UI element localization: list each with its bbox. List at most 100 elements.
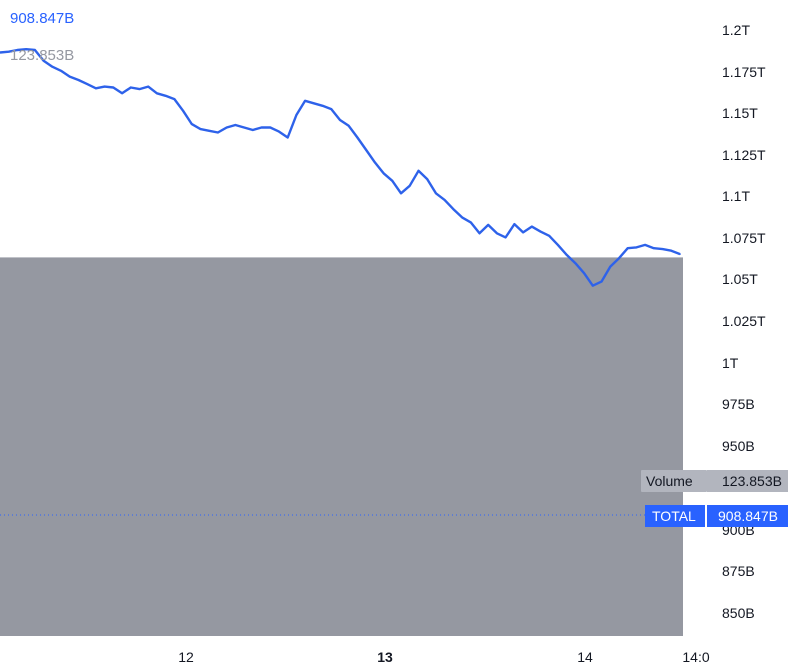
data-point	[199, 128, 202, 130]
data-point	[164, 95, 167, 97]
x-tick-label: 14	[577, 649, 593, 664]
y-tick-label: 1.15T	[722, 105, 758, 121]
data-point	[16, 49, 19, 51]
y-tick-label: 950B	[722, 438, 755, 454]
volume-label-badge	[641, 470, 707, 492]
volume-value: 123.853B	[722, 473, 782, 489]
data-point	[452, 208, 455, 210]
data-point	[478, 232, 481, 235]
y-tick-label: 1.175T	[722, 64, 766, 80]
data-point	[496, 232, 498, 235]
data-point	[635, 246, 638, 249]
data-point	[260, 126, 263, 129]
data-point	[51, 65, 54, 68]
data-point	[461, 216, 463, 219]
y-tick-label: 875B	[722, 563, 755, 579]
data-point	[382, 172, 385, 175]
data-point	[42, 60, 45, 62]
volume-value-badge	[707, 470, 788, 492]
data-point	[95, 87, 97, 90]
data-point	[426, 178, 428, 180]
volume-area	[0, 257, 683, 636]
y-tick-label: 850B	[722, 605, 755, 621]
data-point	[269, 126, 272, 129]
data-point	[321, 105, 324, 107]
data-point	[365, 149, 367, 151]
data-point	[147, 85, 150, 88]
volume-label: Volume	[646, 473, 693, 489]
y-tick-label: 1.025T	[722, 313, 766, 329]
data-point	[243, 126, 245, 129]
data-point	[356, 136, 359, 139]
x-tick-label: 12	[178, 649, 194, 664]
data-point	[504, 236, 507, 239]
data-point	[626, 247, 629, 250]
data-point	[138, 88, 141, 90]
data-point	[252, 129, 254, 131]
data-point	[548, 234, 551, 237]
data-point	[217, 131, 219, 134]
y-tick-label: 1.075T	[722, 230, 766, 246]
data-point	[286, 136, 289, 139]
data-point	[583, 272, 585, 275]
data-point	[644, 244, 646, 246]
data-point	[565, 254, 568, 256]
y-tick-label: 975B	[722, 396, 755, 412]
legend-volume-value: 123.853B	[10, 47, 75, 64]
data-point	[339, 119, 341, 121]
total-label-badge	[645, 505, 705, 527]
legend-total-value: 908.847B	[10, 10, 75, 27]
data-point	[574, 262, 577, 265]
data-point	[391, 179, 394, 182]
data-point	[661, 248, 664, 250]
data-point	[173, 98, 176, 100]
y-tick-label: 1.2T	[722, 22, 750, 38]
data-point	[190, 123, 193, 125]
total-value-badge	[707, 505, 788, 527]
data-point	[234, 124, 237, 126]
data-point	[121, 92, 123, 95]
total-value: 908.847B	[718, 508, 778, 524]
data-point	[600, 280, 603, 283]
total-label: TOTAL	[652, 508, 696, 524]
data-point	[609, 265, 612, 268]
data-point	[208, 129, 211, 132]
data-point	[374, 161, 376, 164]
y-tick-label: 1T	[722, 355, 739, 371]
data-point	[60, 70, 62, 72]
data-point	[7, 50, 10, 53]
data-point	[530, 225, 533, 228]
data-point	[592, 284, 594, 287]
data-point	[156, 92, 158, 95]
x-tick-label: 14:0	[682, 649, 709, 664]
data-point	[618, 257, 620, 260]
data-point	[25, 48, 27, 50]
data-point	[68, 75, 71, 78]
data-point	[435, 192, 437, 195]
data-point	[313, 102, 315, 105]
data-point	[330, 108, 333, 110]
data-point	[225, 126, 228, 129]
data-point	[129, 86, 132, 89]
data-point	[557, 244, 559, 246]
x-tick-label: 13	[377, 649, 393, 664]
data-point	[417, 169, 420, 172]
data-point	[408, 184, 411, 187]
data-point	[679, 253, 681, 255]
data-point	[487, 224, 490, 226]
data-point	[522, 231, 524, 234]
data-point	[653, 247, 655, 250]
data-point	[443, 199, 446, 201]
data-point	[513, 223, 516, 225]
y-tick-label: 1.1T	[722, 188, 750, 204]
data-point	[400, 192, 402, 195]
y-tick-label: 1.125T	[722, 147, 766, 163]
data-point	[469, 221, 472, 224]
data-point	[86, 83, 88, 85]
data-point	[182, 110, 184, 112]
series-line-total	[0, 48, 681, 287]
data-point	[539, 230, 542, 233]
data-point	[77, 79, 80, 81]
data-point	[278, 130, 280, 133]
